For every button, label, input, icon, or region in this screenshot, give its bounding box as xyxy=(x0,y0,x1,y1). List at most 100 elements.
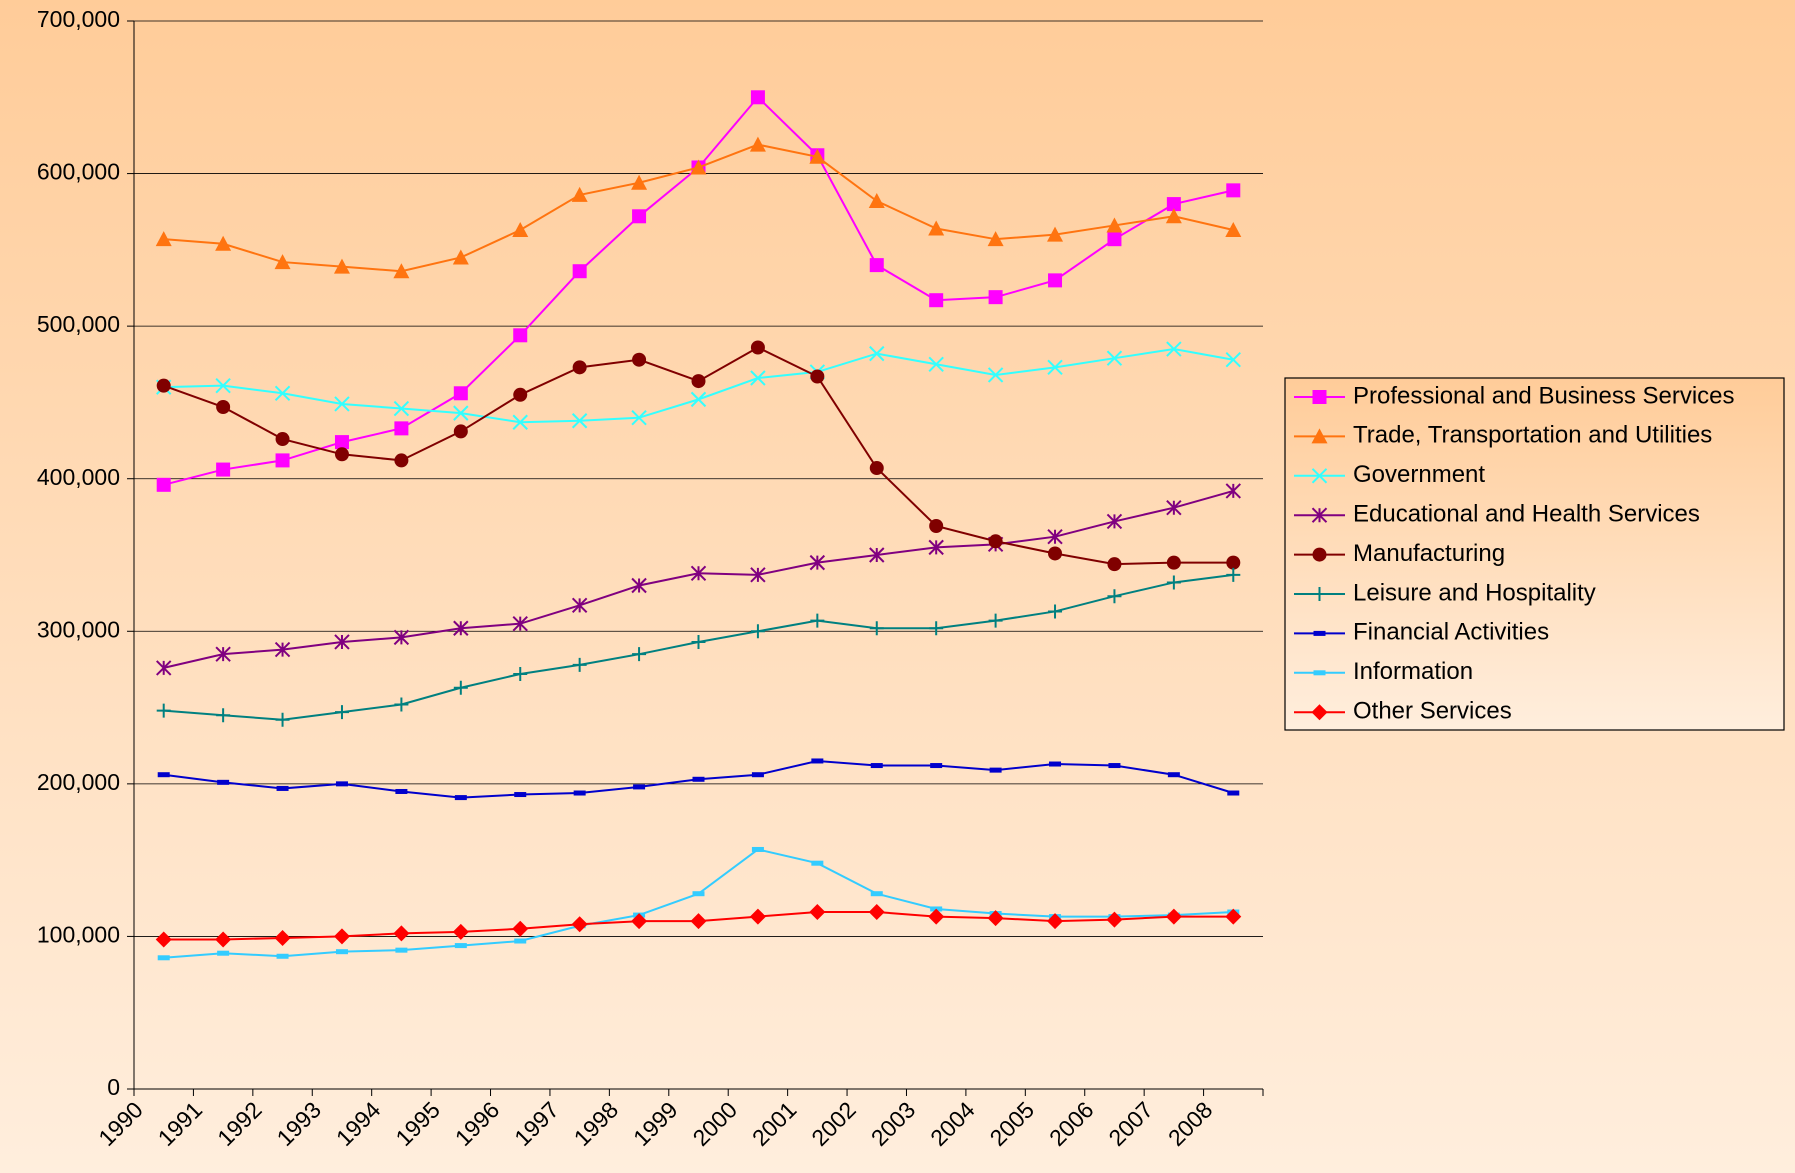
marker xyxy=(393,400,410,417)
marker xyxy=(928,220,945,236)
marker xyxy=(453,405,469,421)
marker xyxy=(571,413,588,429)
marker xyxy=(216,400,231,415)
marker xyxy=(573,790,586,796)
marker xyxy=(1166,499,1182,516)
marker xyxy=(514,792,527,798)
marker xyxy=(632,209,647,224)
marker xyxy=(1047,359,1063,376)
marker xyxy=(987,367,1004,383)
marker xyxy=(333,258,350,274)
marker xyxy=(512,414,528,430)
marker xyxy=(1106,513,1123,530)
marker xyxy=(809,554,826,571)
marker xyxy=(1048,273,1063,288)
marker xyxy=(453,680,468,695)
marker xyxy=(1311,507,1328,523)
marker xyxy=(156,703,171,718)
y-tick-label: 500,000 xyxy=(37,311,120,337)
marker xyxy=(929,293,944,308)
marker xyxy=(393,629,410,646)
marker xyxy=(274,929,291,946)
marker xyxy=(1225,908,1242,925)
marker xyxy=(1106,350,1123,366)
marker xyxy=(512,920,529,937)
marker xyxy=(572,264,587,279)
marker xyxy=(690,159,707,175)
marker xyxy=(1106,217,1123,233)
marker xyxy=(275,712,290,727)
marker xyxy=(810,613,825,628)
marker xyxy=(334,634,350,650)
marker xyxy=(1225,483,1241,499)
marker xyxy=(750,90,765,105)
marker xyxy=(274,254,291,270)
marker xyxy=(1107,589,1122,604)
marker xyxy=(216,708,231,723)
marker xyxy=(929,519,944,534)
marker xyxy=(1106,911,1123,928)
marker xyxy=(691,634,706,649)
marker xyxy=(274,385,291,401)
marker xyxy=(334,435,349,450)
marker xyxy=(394,453,409,468)
marker xyxy=(454,795,467,801)
marker xyxy=(215,646,231,662)
marker xyxy=(453,386,468,401)
legend-label: Educational and Health Services xyxy=(1353,501,1700,528)
marker xyxy=(929,621,944,636)
marker xyxy=(1107,232,1122,247)
marker xyxy=(869,345,885,362)
marker xyxy=(513,667,528,682)
marker xyxy=(988,534,1003,549)
marker xyxy=(335,781,348,787)
marker xyxy=(1166,555,1181,570)
marker xyxy=(1312,390,1327,404)
legend-box xyxy=(1284,377,1785,731)
marker xyxy=(987,910,1004,927)
marker xyxy=(274,641,291,658)
y-tick-label: 300,000 xyxy=(37,616,120,642)
marker xyxy=(275,453,290,468)
marker xyxy=(513,328,528,343)
marker xyxy=(1225,352,1241,368)
marker xyxy=(334,396,350,412)
marker xyxy=(275,432,290,447)
y-tick-label: 0 xyxy=(107,1074,120,1100)
marker xyxy=(217,950,230,956)
marker xyxy=(692,891,705,897)
marker xyxy=(1312,547,1327,562)
legend-label: Trade, Transportation and Utilities xyxy=(1353,422,1712,449)
marker xyxy=(1166,341,1182,357)
marker xyxy=(155,231,172,247)
marker xyxy=(1311,428,1328,444)
y-tick-label: 400,000 xyxy=(37,464,120,490)
marker xyxy=(751,846,764,852)
marker xyxy=(1108,763,1121,769)
y-tick-label: 200,000 xyxy=(37,769,120,795)
marker xyxy=(1226,567,1241,582)
marker xyxy=(452,249,469,265)
y-tick-label: 600,000 xyxy=(37,159,120,185)
marker xyxy=(335,949,348,955)
marker xyxy=(988,613,1003,628)
marker xyxy=(512,615,528,632)
marker xyxy=(217,779,230,785)
marker xyxy=(749,908,766,925)
marker xyxy=(512,222,529,238)
marker xyxy=(1167,772,1180,778)
marker xyxy=(216,462,231,477)
marker xyxy=(156,378,171,393)
marker xyxy=(571,597,588,614)
marker xyxy=(334,705,349,720)
marker xyxy=(276,785,289,791)
marker xyxy=(157,955,170,961)
legend-label: Professional and Business Services xyxy=(1353,382,1735,409)
marker xyxy=(868,904,885,921)
marker xyxy=(750,340,765,355)
marker xyxy=(1047,528,1063,545)
marker xyxy=(869,461,884,476)
marker xyxy=(692,776,705,782)
marker xyxy=(572,657,587,672)
